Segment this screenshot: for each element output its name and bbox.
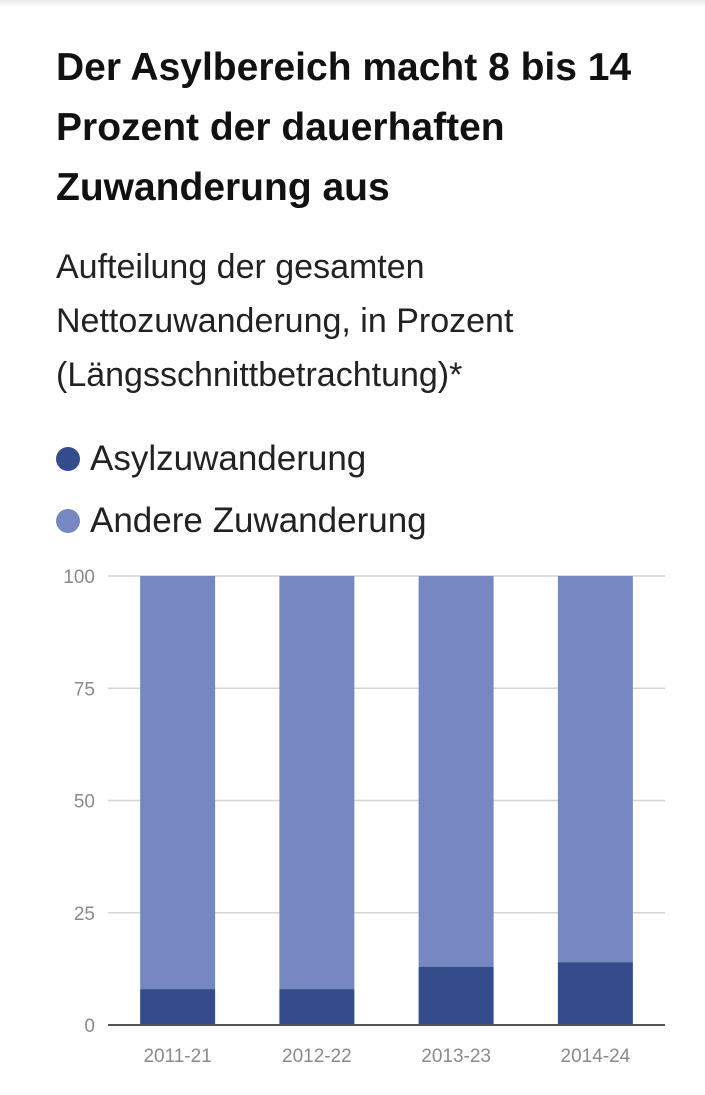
stacked-bar-chart: 0 25 50 75 100 2011-21 2012-22 2013-23 2014-24: [63, 567, 665, 1067]
legend-label-andere: Andere Zuwanderung: [90, 501, 427, 540]
x-tick-label-2011-21: 2011-21: [143, 1046, 211, 1067]
chart-subtitle: Aufteilung der gesamten Nettozuwanderung…: [56, 248, 514, 394]
bar-2011-21-andere: [140, 576, 216, 990]
y-tick-label-0: 0: [84, 1016, 95, 1037]
y-tick-label-50: 50: [74, 792, 95, 813]
y-tick-label-25: 25: [74, 904, 95, 925]
legend-swatch-asyl: [56, 447, 80, 471]
chart-legend: Asylzuwanderung Andere Zuwanderung: [56, 428, 427, 552]
top-shadow: [0, 0, 705, 8]
bar-2014-24-andere: [557, 576, 633, 963]
chart-title: Der Asylbereich macht 8 bis 14 Prozent d…: [56, 46, 632, 209]
legend-item-andere: Andere Zuwanderung: [56, 490, 427, 552]
x-tick-label-2014-24: 2014-24: [561, 1046, 631, 1067]
bar-2013-23-asyl: [418, 966, 494, 1025]
legend-item-asyl: Asylzuwanderung: [56, 428, 427, 490]
bar-2011-21-asyl: [140, 989, 216, 1025]
bar-2013-23-andere: [418, 576, 494, 967]
legend-label-asyl: Asylzuwanderung: [90, 439, 367, 478]
x-tick-label-2012-22: 2012-22: [282, 1046, 352, 1067]
bar-2012-22-andere: [279, 576, 355, 990]
bar-2012-22-asyl: [279, 989, 355, 1025]
legend-swatch-andere: [56, 509, 80, 533]
x-tick-label-2013-23: 2013-23: [421, 1046, 491, 1067]
bar-2014-24-asyl: [557, 962, 633, 1025]
y-tick-label-100: 100: [63, 567, 95, 588]
y-tick-label-75: 75: [74, 679, 95, 700]
